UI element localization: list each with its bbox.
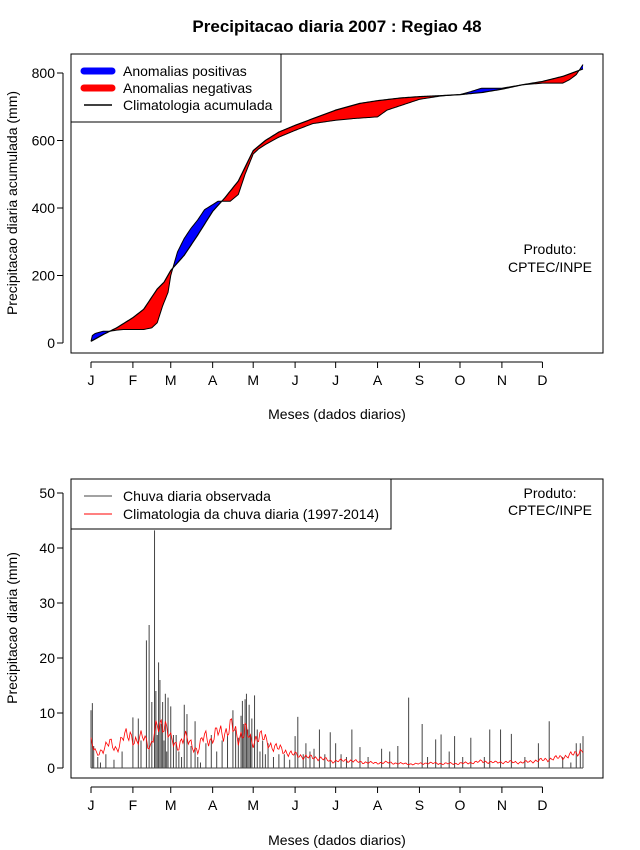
y-axis: 0 200 400 600 800 (32, 65, 64, 351)
credit-line-1: Produto: (524, 485, 577, 501)
y-tick-label: 200 (32, 268, 56, 284)
negative-anomaly-area (111, 267, 174, 331)
x-tick-label: F (129, 372, 138, 388)
y-tick-label: 0 (47, 335, 55, 351)
climatology-lines (90, 718, 584, 766)
x-tick-label: A (208, 797, 218, 813)
negative-anomaly-area (523, 69, 581, 85)
chart-title: Precipitacao diaria 2007 : Regiao 48 (192, 17, 481, 36)
cumulative-precipitation-chart: 0 200 400 600 800 J F M A M J J A S O N D Meses (dados … (4, 53, 604, 422)
y-tick-label: 800 (32, 65, 56, 81)
legend-box (70, 478, 392, 530)
x-tick-label: D (537, 372, 547, 388)
legend: Anomalias positivas Anomalias negativas … (70, 53, 282, 123)
legend-observed-label: Chuva diaria observada (123, 488, 271, 504)
x-tick-label: J (292, 797, 299, 813)
y-tick-label: 600 (32, 133, 56, 149)
x-tick-label: S (415, 372, 424, 388)
legend-positive-label: Anomalias positivas (123, 63, 247, 79)
x-tick-label: F (129, 797, 138, 813)
x-tick-label: A (373, 372, 383, 388)
negative-anomaly-area (222, 94, 460, 202)
x-tick-label: J (88, 372, 95, 388)
y-axis-label: Precipitacao diaria (mm) (4, 552, 20, 704)
x-tick-label: J (88, 797, 95, 813)
daily-precipitation-chart: 0 10 20 30 40 50 J F M A M J J A S O N D Meses (dados di… (4, 478, 604, 848)
y-axis-label: Precipitacao diaria acumulada (mm) (4, 91, 20, 315)
climatology-daily-line (90, 718, 584, 766)
x-tick-label: A (373, 797, 383, 813)
x-tick-label: N (497, 372, 507, 388)
y-tick-label: 400 (32, 200, 56, 216)
x-tick-label: S (415, 797, 424, 813)
plot-frame (70, 53, 604, 354)
x-tick-label: M (165, 372, 177, 388)
x-tick-label: O (455, 372, 466, 388)
climatology-cumulative-line (90, 68, 584, 342)
cumulative-lines (90, 64, 584, 342)
x-tick-label: D (537, 797, 547, 813)
x-tick-label: M (165, 797, 177, 813)
positive-anomaly-area (460, 84, 524, 95)
y-axis: 0 10 20 30 40 50 (39, 485, 64, 776)
x-tick-label: J (332, 797, 339, 813)
x-axis-label: Meses (dados diarios) (268, 832, 406, 848)
y-tick-label: 50 (39, 485, 55, 501)
observed-bars (90, 530, 584, 769)
legend-climatology-label: Climatologia acumulada (123, 97, 273, 113)
legend-climatology-label: Climatologia da chuva diaria (1997-2014) (123, 506, 379, 522)
y-tick-label: 0 (47, 760, 55, 776)
x-tick-label: J (332, 372, 339, 388)
x-tick-label: N (497, 797, 507, 813)
legend-negative-label: Anomalias negativas (123, 80, 252, 96)
y-tick-label: 40 (39, 540, 55, 556)
legend: Chuva diaria observada Climatologia da c… (70, 478, 392, 530)
x-tick-label: J (292, 372, 299, 388)
y-tick-label: 30 (39, 595, 55, 611)
x-axis-label: Meses (dados diarios) (268, 406, 406, 422)
credit-line-2: CPTEC/INPE (508, 502, 592, 518)
credit-line-2: CPTEC/INPE (508, 259, 592, 275)
credit-line-1: Produto: (524, 241, 577, 257)
x-tick-label: M (247, 797, 259, 813)
x-tick-label: O (455, 797, 466, 813)
y-tick-label: 20 (39, 650, 55, 666)
x-tick-label: M (247, 372, 259, 388)
positive-anomaly-area (91, 330, 112, 342)
y-tick-label: 10 (39, 705, 55, 721)
x-tick-label: A (208, 372, 218, 388)
